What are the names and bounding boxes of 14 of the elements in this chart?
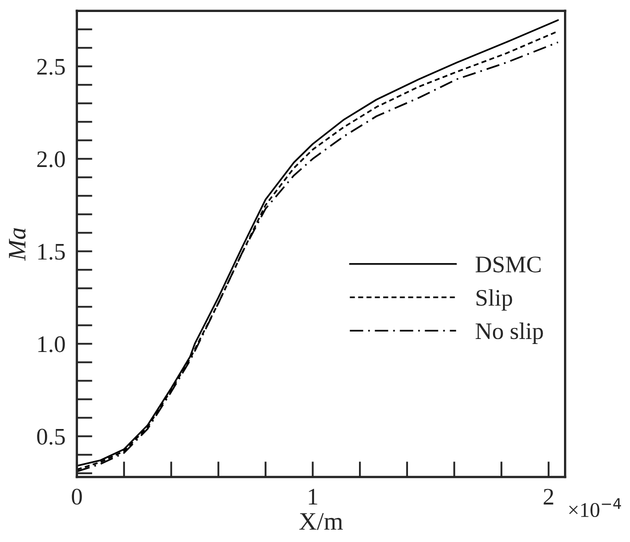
- y-tick-label: 0.5: [37, 428, 65, 445]
- x-tick-label: 1: [308, 488, 318, 504]
- x-tick-label: 2: [544, 488, 554, 504]
- legend-label: No slip: [476, 322, 543, 344]
- legend-label: DSMC: [476, 256, 541, 272]
- legend-label: Slip: [476, 289, 512, 311]
- y-axis-title: Ma: [8, 228, 26, 261]
- y-tick-label: 2.0: [37, 151, 65, 168]
- y-tick-label: 2.5: [37, 58, 65, 75]
- x-axis-title: X/m: [299, 513, 343, 530]
- y-tick-label: 1.0: [38, 336, 65, 352]
- x-tick-label: 0: [72, 488, 82, 505]
- text: ×10$^{−4}$: [569, 498, 622, 518]
- y-tick-label: 1.5: [38, 244, 65, 260]
